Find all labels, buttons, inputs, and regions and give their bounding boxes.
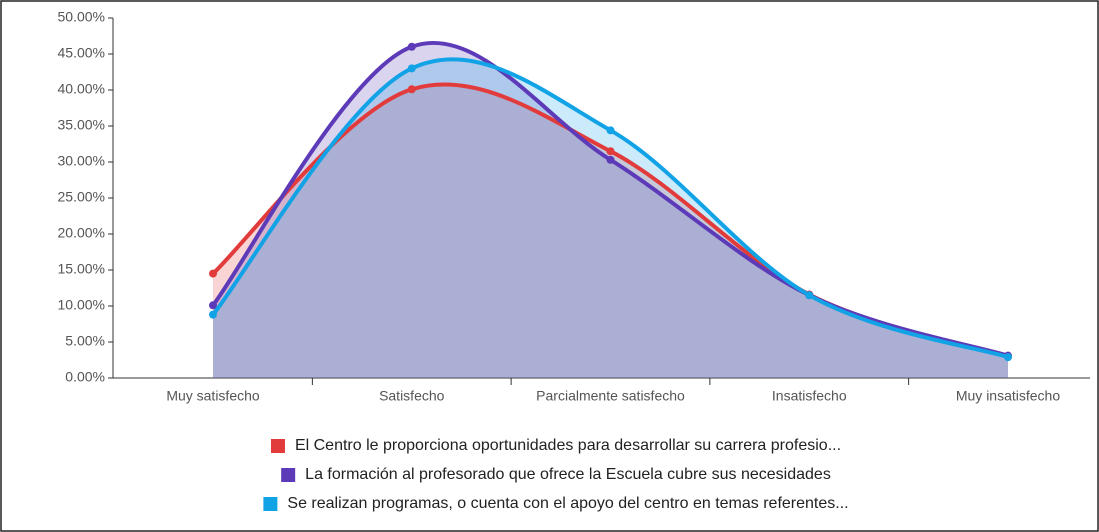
y-tick-label: 10.00% (58, 297, 105, 313)
area (213, 42, 1008, 379)
point (407, 42, 416, 51)
y-tick-label: 20.00% (58, 225, 105, 241)
area (213, 84, 1008, 379)
point (407, 85, 416, 94)
point (407, 64, 416, 73)
legend-label: La formación al profesorado que ofrece l… (305, 466, 831, 483)
point (1004, 353, 1012, 362)
y-tick-label: 15.00% (58, 261, 105, 277)
y-tick-label: 5.00% (65, 333, 105, 349)
y-tick-label: 25.00% (58, 189, 105, 205)
point (209, 310, 217, 319)
line (211, 40, 1009, 358)
point (805, 291, 814, 300)
y-tick-label: 40.00% (58, 81, 105, 97)
x-tick-label: Muy satisfecho (166, 388, 260, 404)
line (211, 57, 1009, 360)
legend-swatch (263, 497, 278, 511)
y-tick-label: 50.00% (58, 9, 105, 25)
legend-swatch (270, 439, 285, 453)
legend-label: Se realizan programas, o cuenta con el a… (287, 495, 848, 512)
legend-label: El Centro le proporciona oportunidades p… (295, 437, 841, 454)
legend-swatch (281, 468, 296, 482)
point (606, 147, 615, 156)
point (209, 301, 217, 310)
point (606, 155, 615, 164)
x-tick-label: Satisfecho (379, 388, 445, 404)
y-tick-label: 45.00% (58, 45, 105, 61)
x-tick-label: Insatisfecho (772, 388, 847, 404)
y-tick-label: 0.00% (65, 369, 105, 385)
x-tick-label: Muy insatisfecho (956, 388, 1060, 404)
x-tick-label: Parcialmente satisfecho (536, 388, 685, 404)
y-tick-label: 30.00% (58, 153, 105, 169)
y-tick-label: 35.00% (58, 117, 105, 133)
point (606, 126, 615, 135)
point (209, 269, 217, 278)
